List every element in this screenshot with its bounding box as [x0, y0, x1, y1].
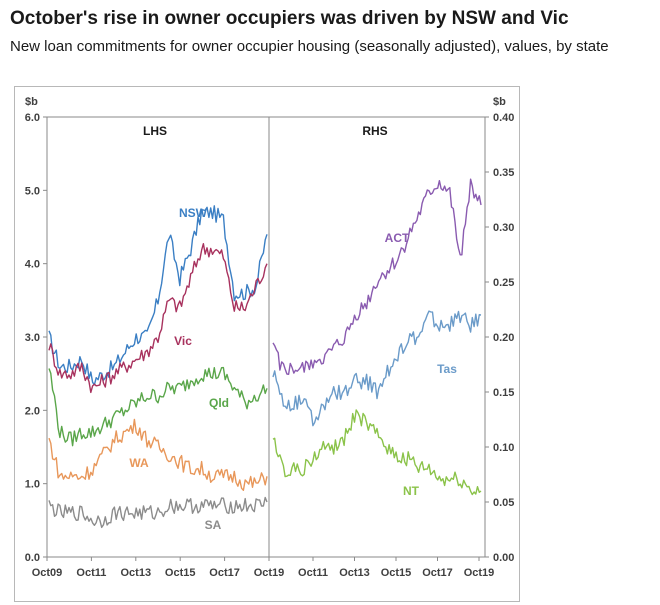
series-line-qld	[48, 366, 268, 447]
lhs-x-tick-label: Oct13	[121, 567, 152, 579]
rhs-x-tick-label: Oct17	[422, 567, 453, 579]
rhs-x-tick-label: Oct15	[381, 567, 412, 579]
series-label-vic: Vic	[174, 334, 192, 348]
series-label-sa: SA	[205, 518, 222, 532]
lhs-y-tick-label: 5.0	[25, 185, 40, 197]
lhs-y-tick-label: 4.0	[25, 259, 40, 271]
rhs-y-tick-label: 0.10	[493, 442, 514, 454]
rhs-y-tick-label: 0.20	[493, 332, 514, 344]
lhs-unit-label: $b	[25, 96, 38, 108]
series-line-act	[272, 178, 482, 375]
lhs-y-tick-label: 6.0	[25, 112, 40, 124]
series-label-nt: NT	[403, 484, 420, 498]
rhs-y-tick-label: 0.30	[493, 222, 514, 234]
rhs-unit-label: $b	[493, 96, 506, 108]
rhs-x-tick-label: Oct19	[464, 567, 495, 579]
rhs-panel-label: RHS	[362, 124, 387, 138]
lhs-x-tick-label: Oct11	[76, 567, 106, 579]
series-line-wa	[48, 418, 268, 491]
chart-subtitle: New loan commitments for owner occupier …	[10, 38, 609, 55]
lhs-x-tick-label: Oct09	[32, 567, 63, 579]
series-label-wa: WA	[129, 456, 149, 470]
series-line-vic	[48, 243, 268, 394]
series-line-sa	[48, 496, 268, 529]
rhs-x-tick-label: Oct13	[339, 567, 370, 579]
series-label-act: ACT	[385, 231, 410, 245]
rhs-y-tick-label: 0.40	[493, 112, 514, 124]
rhs-y-tick-label: 0.25	[493, 277, 514, 289]
lhs-y-tick-label: 2.0	[25, 405, 40, 417]
lhs-panel-label: LHS	[143, 124, 167, 138]
series-label-nsw: NSW	[179, 206, 208, 220]
chart-frame: 0.0 1.0 2.0 3.0 4.0 5.0 6.0 0.00 0.05 0.10 0.15 0.2…	[14, 86, 520, 602]
lhs-x-tick-label: Oct15	[165, 567, 196, 579]
series-line-nsw	[48, 205, 268, 386]
lhs-y-tick-label: 0.0	[25, 552, 40, 564]
series-line-tas	[272, 310, 482, 427]
dual-panel-line-chart: 0.0 1.0 2.0 3.0 4.0 5.0 6.0 0.00 0.05 0.10 0.15 0.2…	[25, 96, 515, 579]
rhs-y-tick-label: 0.05	[493, 497, 514, 509]
rhs-x-tick-label: Oct11	[298, 567, 328, 579]
series-label-qld: Qld	[209, 396, 229, 410]
lhs-x-tick-label: Oct19	[254, 567, 285, 579]
series-label-tas: Tas	[437, 362, 457, 376]
lhs-y-tick-label: 3.0	[25, 332, 40, 344]
rhs-y-tick-label: 0.35	[493, 167, 514, 179]
series-line-nt	[272, 409, 482, 496]
rhs-y-tick-label: 0.00	[493, 552, 514, 564]
rhs-y-tick-label: 0.15	[493, 387, 514, 399]
lhs-x-tick-label: Oct17	[209, 567, 240, 579]
chart-title: October's rise in owner occupiers was dr…	[10, 8, 569, 29]
lhs-y-tick-label: 1.0	[25, 479, 40, 491]
